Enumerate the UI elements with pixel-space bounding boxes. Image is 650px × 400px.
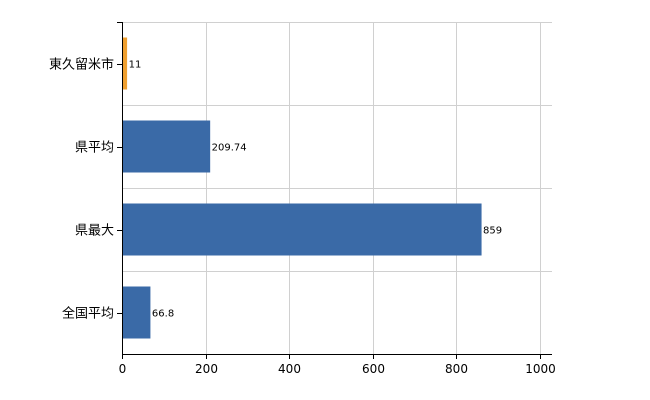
category-label-3: 県最大 [75, 224, 114, 239]
axis-layer [117, 22, 552, 359]
bar-4 [122, 286, 151, 339]
data-label-4: 66.8 [152, 309, 174, 320]
category-label-2: 県平均 [75, 141, 114, 156]
data-label-1: 11 [129, 60, 142, 71]
x-tick-label: 1000 [525, 362, 556, 376]
data-label-3: 859 [483, 226, 502, 237]
bar-2 [122, 120, 211, 173]
x-tick-label: 800 [445, 362, 468, 376]
category-label-1: 東久留米市 [49, 57, 114, 73]
category-label-4: 全国平均 [62, 306, 114, 322]
x-tick-label: 0 [119, 362, 127, 376]
bar-3 [122, 203, 482, 256]
grid-layer [122, 22, 552, 355]
bar-layer [122, 37, 482, 339]
x-tick-label: 400 [278, 362, 301, 376]
label-layer: 11 東久留米市 209.74 県平均 859 県最大 66.8 全国平均 0 200 400 600… [49, 57, 556, 377]
data-label-2: 209.74 [212, 143, 247, 154]
x-tick-label: 600 [362, 362, 385, 376]
bar-1 [122, 37, 128, 90]
x-tick-label: 200 [195, 362, 218, 376]
